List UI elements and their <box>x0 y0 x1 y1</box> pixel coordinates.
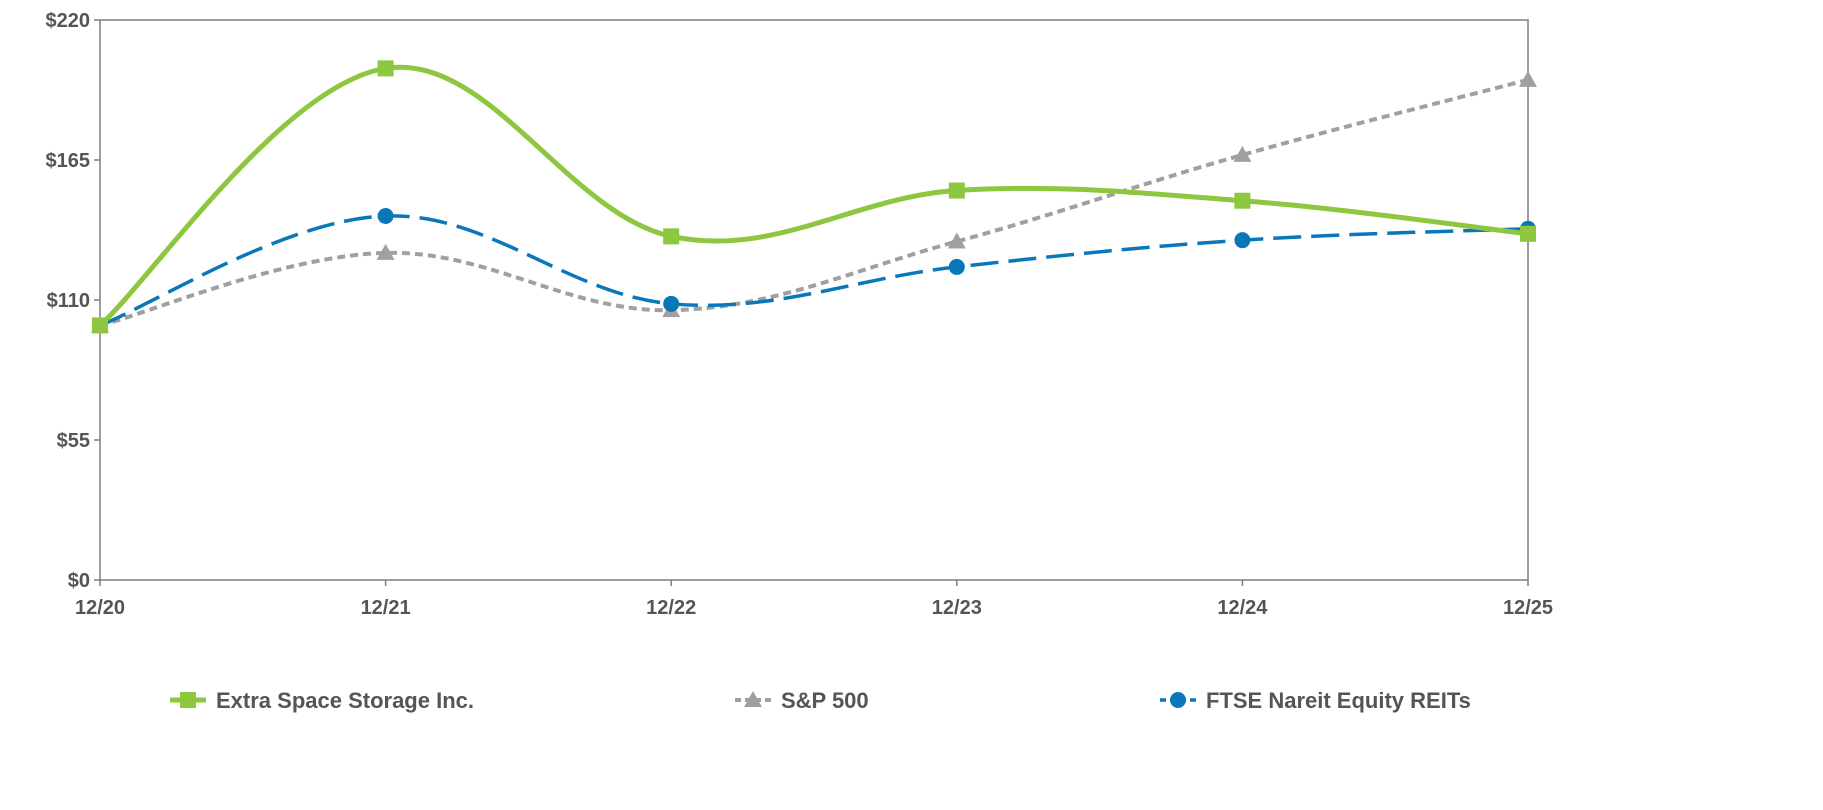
data-point-extra-space-storage-inc <box>663 228 680 245</box>
data-point-ftse-nareit-equity-reits <box>663 295 680 312</box>
data-point-s-p-500 <box>947 232 966 249</box>
legend-marker-ftse-nareit-equity-reits <box>1170 692 1186 708</box>
x-tick-label: 12/22 <box>646 597 696 619</box>
data-point-ftse-nareit-equity-reits <box>1234 232 1251 249</box>
x-tick-label: 12/23 <box>932 597 982 619</box>
y-tick-label: $165 <box>46 150 91 172</box>
series-line-extra-space-storage-inc <box>98 64 1529 328</box>
data-point-ftse-nareit-equity-reits <box>377 208 394 224</box>
y-tick-label: $55 <box>57 430 90 452</box>
data-point-s-p-500 <box>1233 145 1252 162</box>
data-point-extra-space-storage-inc <box>92 317 108 334</box>
data-point-extra-space-storage-inc <box>1234 192 1251 209</box>
y-tick-label: $0 <box>68 570 90 592</box>
legend-marker-s-p-500 <box>744 691 762 707</box>
x-tick-label: 12/24 <box>1217 597 1268 619</box>
data-point-ftse-nareit-equity-reits <box>948 258 965 275</box>
data-point-extra-space-storage-inc <box>377 60 394 77</box>
y-tick-label: $110 <box>47 290 90 312</box>
x-tick-label: 12/20 <box>75 597 125 619</box>
data-point-s-p-500 <box>1519 70 1537 87</box>
data-point-extra-space-storage-inc <box>1520 225 1536 242</box>
legend-marker-extra-space-storage-inc <box>180 692 196 708</box>
legend-label-s-p-500: S&P 500 <box>781 688 869 713</box>
series-line-s-p-500 <box>99 77 1529 328</box>
y-tick-label: $220 <box>46 10 91 32</box>
data-point-extra-space-storage-inc <box>948 182 965 199</box>
legend-label-ftse-nareit-equity-reits: FTSE Nareit Equity REITs <box>1206 688 1471 713</box>
legend-label-extra-space-storage-inc: Extra Space Storage Inc. <box>216 688 474 713</box>
data-point-s-p-500 <box>376 243 395 260</box>
x-tick-label: 12/25 <box>1503 597 1553 619</box>
series-line-ftse-nareit-equity-reits <box>99 214 1529 328</box>
x-tick-label: 12/21 <box>361 597 411 619</box>
